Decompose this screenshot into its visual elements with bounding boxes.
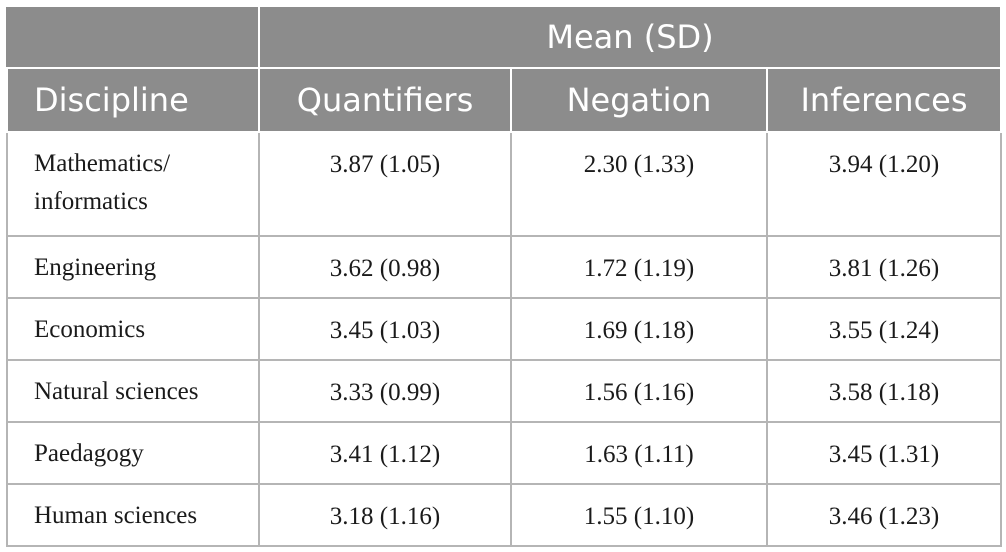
- negation-cell: 1.63 (1.11): [510, 421, 768, 485]
- header-blank-cell: [6, 5, 260, 69]
- quantifiers-cell: 3.33 (0.99): [258, 359, 512, 423]
- table-row: Engineering 3.62 (0.98) 1.72 (1.19) 3.81…: [6, 235, 1003, 299]
- discipline-cell: Economics: [6, 297, 260, 361]
- inferences-cell: 3.55 (1.24): [765, 297, 1003, 361]
- discipline-cell: Human sciences: [6, 483, 260, 547]
- header-negation: Negation: [510, 67, 768, 133]
- discipline-cell: Natural sciences: [6, 359, 260, 423]
- discipline-cell: Engineering: [6, 235, 260, 299]
- negation-cell: 1.69 (1.18): [510, 297, 768, 361]
- inferences-cell: 3.45 (1.31): [765, 421, 1003, 485]
- table-row: Natural sciences 3.33 (0.99) 1.56 (1.16)…: [6, 359, 1003, 423]
- table-header: Mean (SD) Discipline Quantifiers Negatio…: [6, 5, 1003, 133]
- results-table: Mean (SD) Discipline Quantifiers Negatio…: [6, 5, 1003, 547]
- header-columns-row: Discipline Quantifiers Negation Inferenc…: [6, 67, 1003, 133]
- negation-cell: 2.30 (1.33): [510, 131, 768, 237]
- quantifiers-cell: 3.18 (1.16): [258, 483, 512, 547]
- table-row: Paedagogy 3.41 (1.12) 1.63 (1.11) 3.45 (…: [6, 421, 1003, 485]
- table-row: Economics 3.45 (1.03) 1.69 (1.18) 3.55 (…: [6, 297, 1003, 361]
- quantifiers-cell: 3.62 (0.98): [258, 235, 512, 299]
- table-body: Mathematics/informatics 3.87 (1.05) 2.30…: [6, 131, 1003, 547]
- header-quantifiers: Quantifiers: [258, 67, 512, 133]
- negation-cell: 1.56 (1.16): [510, 359, 768, 423]
- quantifiers-cell: 3.41 (1.12): [258, 421, 512, 485]
- header-mean-sd: Mean (SD): [257, 5, 1003, 69]
- table-row: Mathematics/informatics 3.87 (1.05) 2.30…: [6, 131, 1003, 237]
- inferences-cell: 3.81 (1.26): [765, 235, 1003, 299]
- negation-cell: 1.55 (1.10): [510, 483, 768, 547]
- negation-cell: 1.72 (1.19): [510, 235, 768, 299]
- header-group-row: Mean (SD): [6, 5, 1003, 69]
- discipline-cell: Mathematics/informatics: [6, 131, 260, 237]
- inferences-cell: 3.58 (1.18): [765, 359, 1003, 423]
- discipline-line-2: informatics: [34, 188, 148, 215]
- header-discipline: Discipline: [6, 67, 260, 133]
- quantifiers-cell: 3.87 (1.05): [258, 131, 512, 237]
- discipline-cell: Paedagogy: [6, 421, 260, 485]
- inferences-cell: 3.46 (1.23): [765, 483, 1003, 547]
- header-inferences: Inferences: [765, 67, 1003, 133]
- quantifiers-cell: 3.45 (1.03): [258, 297, 512, 361]
- discipline-line-1: Mathematics/: [34, 150, 171, 177]
- inferences-cell: 3.94 (1.20): [765, 131, 1003, 237]
- table-row: Human sciences 3.18 (1.16) 1.55 (1.10) 3…: [6, 483, 1003, 547]
